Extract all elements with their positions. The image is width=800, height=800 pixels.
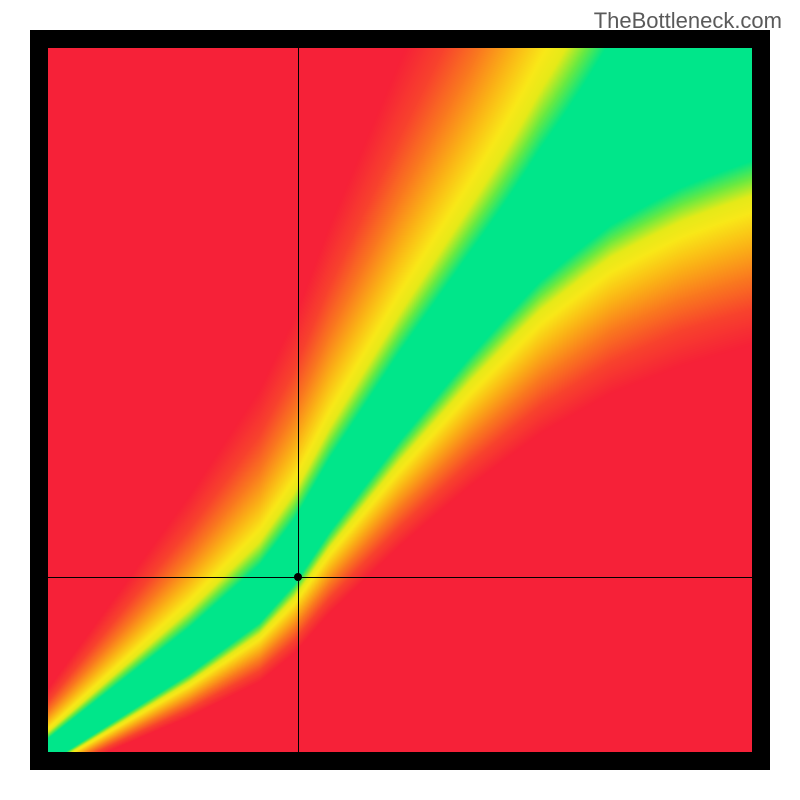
plot-frame: [30, 30, 770, 770]
crosshair-vertical: [298, 48, 299, 752]
heatmap-canvas: [48, 48, 752, 752]
figure-root: TheBottleneck.com: [0, 0, 800, 800]
crosshair-horizontal: [48, 577, 752, 578]
marker-dot: [294, 573, 302, 581]
heatmap-region: [48, 48, 752, 752]
watermark-text: TheBottleneck.com: [594, 8, 782, 34]
